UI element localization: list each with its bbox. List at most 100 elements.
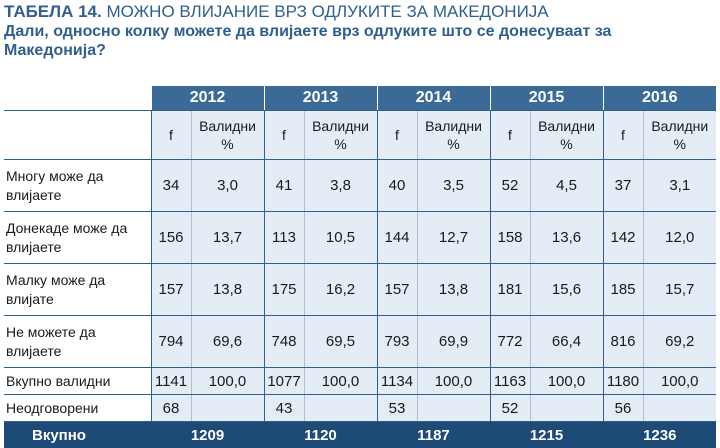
year-header: 2015 xyxy=(490,86,603,111)
table-row: Малку може да влијате 157 13,8 175 16,2 … xyxy=(4,264,716,316)
cell-f: 53 xyxy=(377,395,417,422)
cell-f: 157 xyxy=(151,264,191,316)
table-row: Не можете да влијаете 794 69,6 748 69,5 … xyxy=(4,316,716,368)
cell-f: 157 xyxy=(377,264,417,316)
col-f-header: f xyxy=(264,111,304,160)
cell-valid: 13,8 xyxy=(417,264,490,316)
cell-f: 43 xyxy=(264,395,304,422)
row-label: Многу може да влијаете xyxy=(4,160,151,212)
col-valid-header: Валидни % xyxy=(417,111,490,160)
table-row: Многу може да влијаете 34 3,0 41 3,8 40 … xyxy=(4,160,716,212)
total-row: Вкупно 1209 1120 1187 1215 1236 xyxy=(4,422,716,448)
row-label: Не можете да влијаете xyxy=(4,316,151,368)
cell-valid: 100,0 xyxy=(191,368,264,395)
results-table: 2012 2013 2014 2015 2016 f Валидни % f В… xyxy=(4,86,716,448)
total-value: 1236 xyxy=(603,422,716,448)
cell-f: 794 xyxy=(151,316,191,368)
cell-valid: 16,2 xyxy=(304,264,377,316)
cell-f: 56 xyxy=(603,395,643,422)
cell-valid: 69,2 xyxy=(643,316,716,368)
cell-f: 142 xyxy=(603,212,643,264)
year-header: 2016 xyxy=(603,86,716,111)
col-valid-header: Валидни % xyxy=(304,111,377,160)
cell-f: 1163 xyxy=(490,368,530,395)
cell-valid: 12,7 xyxy=(417,212,490,264)
cell-valid: 13,8 xyxy=(191,264,264,316)
cell-valid xyxy=(530,395,603,422)
cell-valid xyxy=(643,395,716,422)
cell-valid: 100,0 xyxy=(643,368,716,395)
cell-valid: 100,0 xyxy=(304,368,377,395)
table-number: ТАБЕЛА 14. xyxy=(4,2,102,21)
cell-valid: 3,0 xyxy=(191,160,264,212)
cell-valid: 69,6 xyxy=(191,316,264,368)
cell-f: 158 xyxy=(490,212,530,264)
cell-f: 41 xyxy=(264,160,304,212)
cell-f: 1134 xyxy=(377,368,417,395)
cell-valid: 13,6 xyxy=(530,212,603,264)
table-title-text: МОЖНО ВЛИЈАНИЕ ВРЗ ОДЛУКИТЕ ЗА МАКЕДОНИЈ… xyxy=(106,2,548,21)
col-valid-header: Валидни % xyxy=(530,111,603,160)
cell-valid: 15,7 xyxy=(643,264,716,316)
col-valid-header: Валидни % xyxy=(191,111,264,160)
cell-valid: 3,8 xyxy=(304,160,377,212)
cell-valid: 3,5 xyxy=(417,160,490,212)
cell-f: 1180 xyxy=(603,368,643,395)
year-header: 2013 xyxy=(264,86,377,111)
cell-valid: 69,9 xyxy=(417,316,490,368)
cell-valid: 69,5 xyxy=(304,316,377,368)
total-value: 1209 xyxy=(151,422,264,448)
cell-valid: 66,4 xyxy=(530,316,603,368)
cell-f: 156 xyxy=(151,212,191,264)
cell-f: 113 xyxy=(264,212,304,264)
cell-f: 52 xyxy=(490,160,530,212)
cell-f: 175 xyxy=(264,264,304,316)
cell-valid: 10,5 xyxy=(304,212,377,264)
row-label: Донекаде може да влијаете xyxy=(4,212,151,264)
year-header: 2012 xyxy=(151,86,264,111)
col-f-header: f xyxy=(490,111,530,160)
header-corner xyxy=(4,86,151,111)
col-f-header: f xyxy=(603,111,643,160)
cell-f: 68 xyxy=(151,395,191,422)
cell-f: 144 xyxy=(377,212,417,264)
row-label: Малку може да влијате xyxy=(4,264,151,316)
cell-f: 1077 xyxy=(264,368,304,395)
cell-f: 793 xyxy=(377,316,417,368)
cell-f: 52 xyxy=(490,395,530,422)
row-label: Неодговорени xyxy=(4,395,151,422)
year-header: 2014 xyxy=(377,86,490,111)
total-value: 1215 xyxy=(490,422,603,448)
cell-f: 40 xyxy=(377,160,417,212)
header-corner xyxy=(4,111,151,160)
cell-valid: 12,0 xyxy=(643,212,716,264)
cell-f: 772 xyxy=(490,316,530,368)
year-header-row: 2012 2013 2014 2015 2016 xyxy=(4,86,716,111)
column-header-row: f Валидни % f Валидни % f Валидни % f Ва… xyxy=(4,111,716,160)
cell-valid: 100,0 xyxy=(530,368,603,395)
survey-question: Дали, односно колку можете да влијаете в… xyxy=(4,22,704,60)
table-row: Донекаде може да влијаете 156 13,7 113 1… xyxy=(4,212,716,264)
cell-f: 181 xyxy=(490,264,530,316)
total-value: 1120 xyxy=(264,422,377,448)
total-value: 1187 xyxy=(377,422,490,448)
cell-valid: 3,1 xyxy=(643,160,716,212)
cell-valid: 13,7 xyxy=(191,212,264,264)
total-label: Вкупно xyxy=(4,422,151,448)
col-f-header: f xyxy=(377,111,417,160)
cell-valid xyxy=(191,395,264,422)
cell-f: 34 xyxy=(151,160,191,212)
cell-valid: 4,5 xyxy=(530,160,603,212)
col-f-header: f xyxy=(151,111,191,160)
cell-f: 748 xyxy=(264,316,304,368)
cell-f: 37 xyxy=(603,160,643,212)
col-valid-header: Валидни % xyxy=(643,111,716,160)
cell-valid: 100,0 xyxy=(417,368,490,395)
row-label: Вкупно валидни xyxy=(4,368,151,395)
cell-f: 185 xyxy=(603,264,643,316)
table-row: Неодговорени 68 43 53 52 56 xyxy=(4,395,716,422)
cell-f: 1141 xyxy=(151,368,191,395)
cell-valid xyxy=(417,395,490,422)
table-title: ТАБЕЛА 14. МОЖНО ВЛИЈАНИЕ ВРЗ ОДЛУКИТЕ З… xyxy=(4,2,549,22)
cell-f: 816 xyxy=(603,316,643,368)
